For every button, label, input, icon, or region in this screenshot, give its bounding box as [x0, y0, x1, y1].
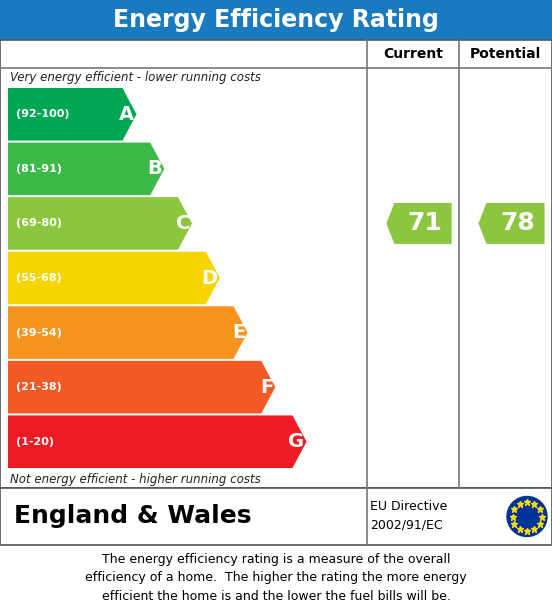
Circle shape	[507, 497, 547, 536]
Polygon shape	[479, 203, 545, 244]
Bar	[0, 40, 552, 488]
Text: Not energy efficient - higher running costs: Not energy efficient - higher running co…	[10, 473, 261, 485]
Text: England & Wales: England & Wales	[14, 504, 252, 528]
Text: Potential: Potential	[470, 47, 541, 61]
Text: (81-91): (81-91)	[16, 164, 62, 174]
Text: (39-54): (39-54)	[16, 327, 62, 338]
Polygon shape	[8, 361, 275, 413]
Text: (21-38): (21-38)	[16, 382, 62, 392]
Text: 78: 78	[500, 211, 535, 235]
Text: D: D	[201, 268, 218, 287]
Polygon shape	[8, 197, 192, 249]
Text: The energy efficiency rating is a measure of the overall
efficiency of a home.  : The energy efficiency rating is a measur…	[85, 553, 467, 603]
Polygon shape	[8, 416, 306, 468]
Text: Energy Efficiency Rating: Energy Efficiency Rating	[113, 8, 439, 32]
Text: F: F	[260, 378, 273, 397]
Text: (69-80): (69-80)	[16, 218, 62, 229]
Text: (1-20): (1-20)	[16, 436, 54, 447]
Text: E: E	[232, 323, 246, 342]
Text: (92-100): (92-100)	[16, 109, 70, 120]
Text: G: G	[288, 432, 305, 451]
Bar	[0, 488, 552, 545]
Text: (55-68): (55-68)	[16, 273, 62, 283]
Text: 71: 71	[407, 211, 443, 235]
Text: Very energy efficient - lower running costs: Very energy efficient - lower running co…	[10, 72, 261, 85]
Polygon shape	[8, 252, 220, 304]
Polygon shape	[8, 143, 164, 195]
Text: C: C	[176, 214, 190, 233]
Text: Current: Current	[383, 47, 443, 61]
Polygon shape	[8, 88, 136, 140]
Bar	[0, 0, 552, 40]
Polygon shape	[8, 306, 247, 359]
Polygon shape	[386, 203, 452, 244]
Text: EU Directive
2002/91/EC: EU Directive 2002/91/EC	[370, 500, 447, 531]
Text: B: B	[147, 159, 162, 178]
Text: A: A	[119, 105, 135, 124]
